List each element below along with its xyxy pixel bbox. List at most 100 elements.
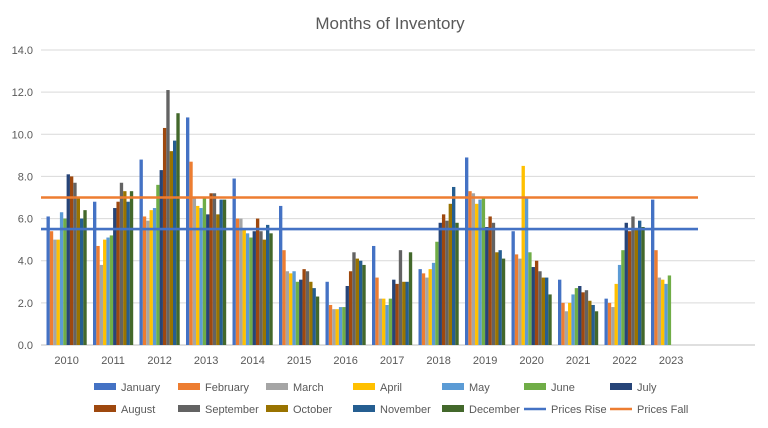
- legend-swatch: [178, 405, 200, 412]
- bar: [481, 197, 486, 345]
- bar: [259, 231, 263, 345]
- bar: [541, 277, 545, 345]
- bar: [385, 304, 389, 345]
- x-tick-label: 2015: [287, 355, 311, 367]
- y-tick-label: 2.0: [18, 298, 33, 310]
- legend-label: March: [293, 382, 324, 394]
- bar: [116, 201, 120, 345]
- bar: [109, 235, 114, 345]
- bar: [485, 227, 489, 345]
- x-tick-label: 2012: [147, 355, 171, 367]
- bar: [588, 300, 592, 345]
- bar: [448, 203, 452, 345]
- legend-swatch: [353, 383, 375, 390]
- bar: [611, 307, 615, 345]
- legend-label: April: [380, 382, 402, 394]
- bar: [345, 286, 349, 345]
- bar: [309, 281, 313, 345]
- y-tick-label: 0.0: [18, 340, 33, 352]
- bar: [445, 220, 449, 345]
- bar: [106, 237, 110, 345]
- x-tick-label: 2017: [380, 355, 404, 367]
- legend-label: October: [293, 404, 332, 416]
- x-tick-label: 2016: [333, 355, 357, 367]
- legend-swatch: [442, 405, 464, 412]
- bar: [315, 296, 320, 345]
- bar: [222, 199, 227, 345]
- bar: [478, 199, 482, 345]
- legend-label: September: [205, 404, 259, 416]
- bar: [528, 252, 532, 345]
- legend: January February March April May June July Augu…: [94, 382, 688, 416]
- bar: [235, 218, 240, 345]
- bar: [594, 311, 599, 345]
- bar: [651, 199, 655, 345]
- x-tick-label: 2023: [659, 355, 683, 367]
- bar: [455, 222, 459, 345]
- legend-swatch: [610, 383, 632, 390]
- bar: [285, 271, 290, 345]
- bar: [574, 288, 579, 345]
- y-tick-label: 8.0: [18, 171, 33, 183]
- bar: [245, 233, 250, 345]
- bar: [538, 271, 542, 345]
- bar: [408, 252, 413, 345]
- bar: [638, 220, 642, 345]
- bar: [338, 307, 343, 345]
- bar: [302, 269, 306, 345]
- bar: [312, 288, 316, 345]
- bar: [73, 182, 77, 345]
- legend-label: December: [469, 404, 520, 416]
- bar: [202, 197, 207, 345]
- legend-label: Prices Rise: [551, 404, 607, 416]
- bar: [564, 311, 569, 345]
- bar: [568, 302, 572, 345]
- bar: [438, 222, 442, 345]
- bar: [491, 222, 496, 345]
- y-axis-tick-labels: 0.0 2.0 4.0 6.0 8.0 10.0 12.0 14.0: [12, 45, 33, 352]
- bar: [624, 222, 628, 345]
- bar: [249, 237, 253, 345]
- bar: [501, 258, 506, 345]
- legend-label: June: [551, 382, 575, 394]
- legend-label: Prices Fall: [637, 404, 688, 416]
- bar: [591, 304, 595, 345]
- bar: [634, 229, 638, 345]
- bar: [83, 210, 87, 345]
- bar: [428, 269, 432, 345]
- bar: [402, 281, 406, 345]
- legend-label: November: [380, 404, 431, 416]
- bar: [604, 298, 608, 345]
- bar: [209, 193, 213, 345]
- bar: [139, 159, 143, 345]
- bar: [392, 279, 396, 345]
- legend-swatch: [266, 383, 288, 390]
- bar: [531, 267, 535, 345]
- legend-label: January: [121, 382, 161, 394]
- bar: [498, 250, 502, 345]
- x-tick-label: 2013: [194, 355, 218, 367]
- bar: [279, 205, 283, 345]
- bar: [149, 210, 153, 345]
- legend-swatch: [266, 405, 288, 412]
- bar: [545, 277, 549, 345]
- bar: [69, 176, 74, 345]
- x-tick-label: 2018: [426, 355, 450, 367]
- bar: [189, 161, 193, 345]
- bar: [352, 252, 356, 345]
- bar: [119, 182, 124, 345]
- x-tick-label: 2022: [612, 355, 636, 367]
- bar: [468, 191, 472, 345]
- bar: [518, 258, 522, 345]
- bar: [262, 239, 266, 345]
- bar: [56, 239, 60, 345]
- bar: [558, 279, 562, 345]
- bar: [661, 279, 665, 345]
- bar: [654, 250, 658, 345]
- bar: [452, 186, 456, 345]
- bar: [299, 279, 303, 345]
- bar: [219, 199, 223, 345]
- bar: [571, 294, 575, 345]
- bar: [359, 260, 363, 345]
- bar: [80, 218, 84, 345]
